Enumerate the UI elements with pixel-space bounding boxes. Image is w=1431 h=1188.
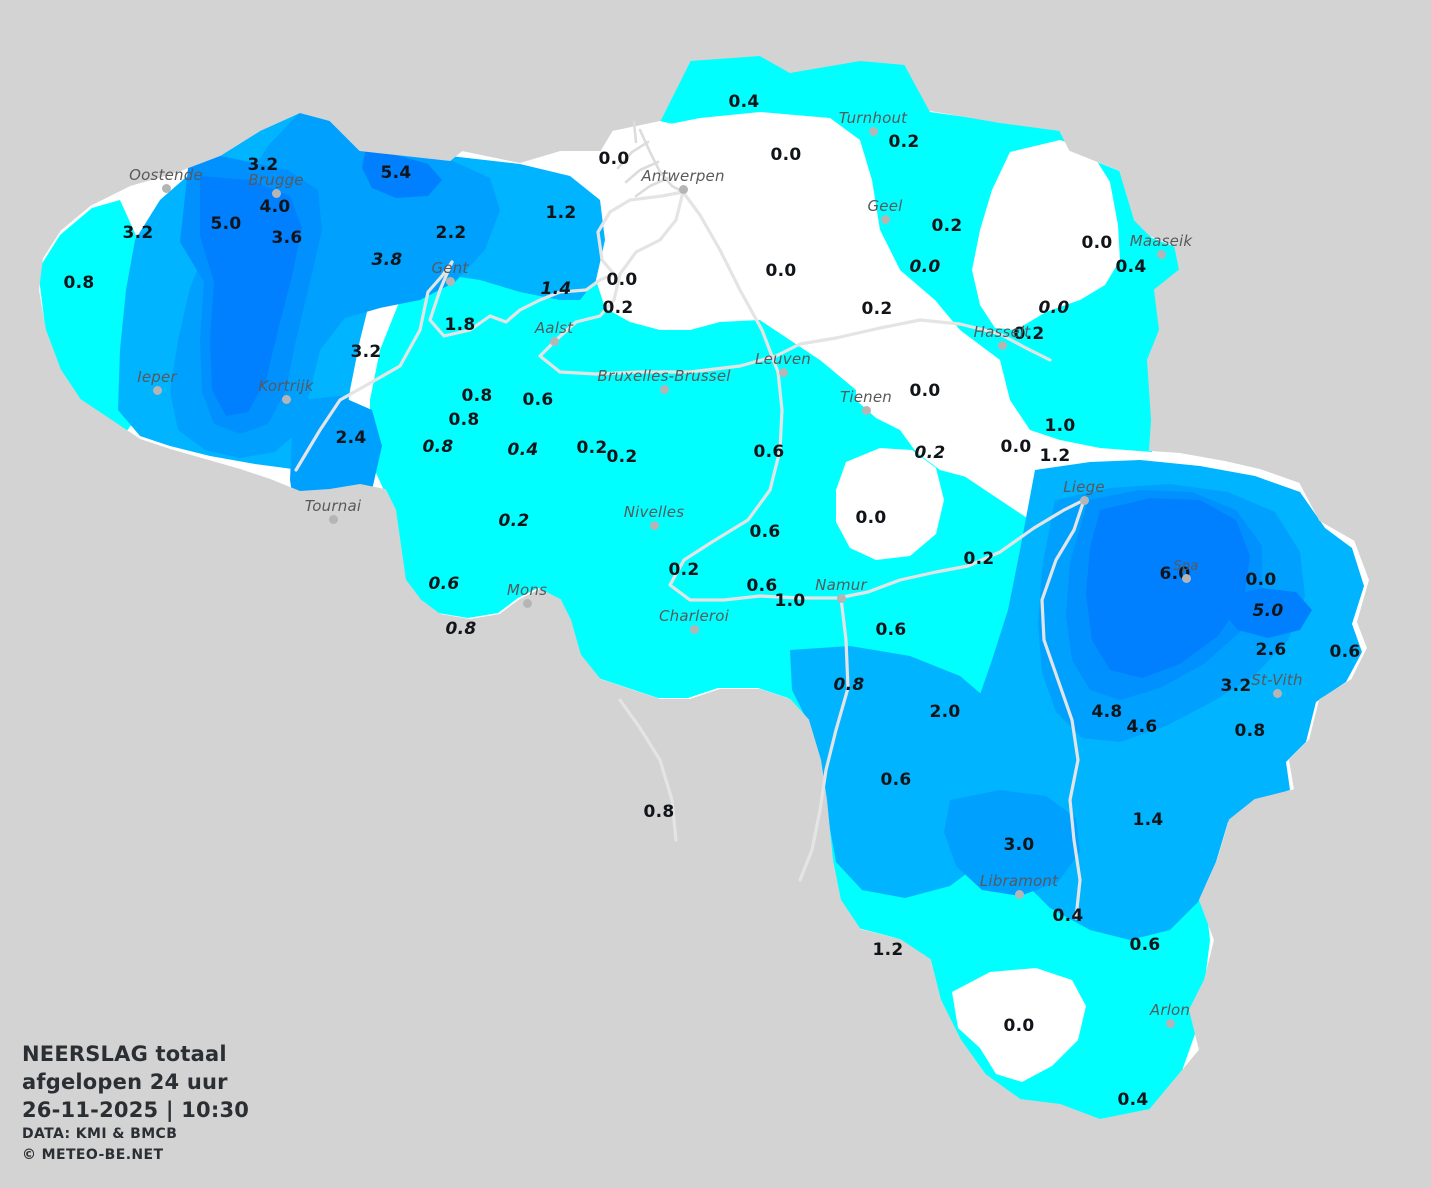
caption-period: afgelopen 24 uur	[22, 1070, 228, 1094]
caption-copyright: © METEO-BE.NET	[22, 1147, 164, 1163]
map-caption: NEERSLAG totaal afgelopen 24 uur 26-11-2…	[22, 1040, 249, 1166]
province-boundaries	[294, 190, 1086, 920]
caption-title: NEERSLAG totaal	[22, 1042, 227, 1066]
waterway-detail	[616, 120, 685, 198]
caption-datetime: 26-11-2025 | 10:30	[22, 1098, 250, 1122]
country-outline	[36, 53, 1372, 1122]
caption-source: DATA: KMI & BMCB	[22, 1126, 178, 1142]
